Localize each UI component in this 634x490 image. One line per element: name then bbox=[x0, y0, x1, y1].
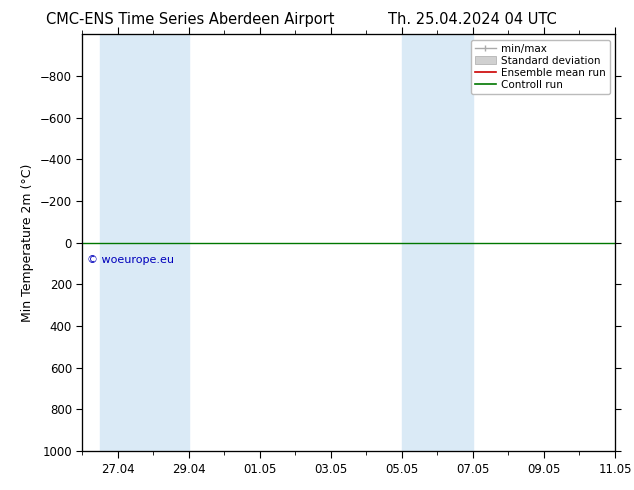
Bar bbox=[402, 34, 473, 451]
Legend: min/max, Standard deviation, Ensemble mean run, Controll run: min/max, Standard deviation, Ensemble me… bbox=[470, 40, 610, 94]
Text: © woeurope.eu: © woeurope.eu bbox=[87, 255, 174, 265]
Text: CMC-ENS Time Series Aberdeen Airport: CMC-ENS Time Series Aberdeen Airport bbox=[46, 12, 335, 27]
Text: Th. 25.04.2024 04 UTC: Th. 25.04.2024 04 UTC bbox=[388, 12, 557, 27]
Y-axis label: Min Temperature 2m (°C): Min Temperature 2m (°C) bbox=[22, 163, 34, 322]
Bar bbox=[100, 34, 189, 451]
